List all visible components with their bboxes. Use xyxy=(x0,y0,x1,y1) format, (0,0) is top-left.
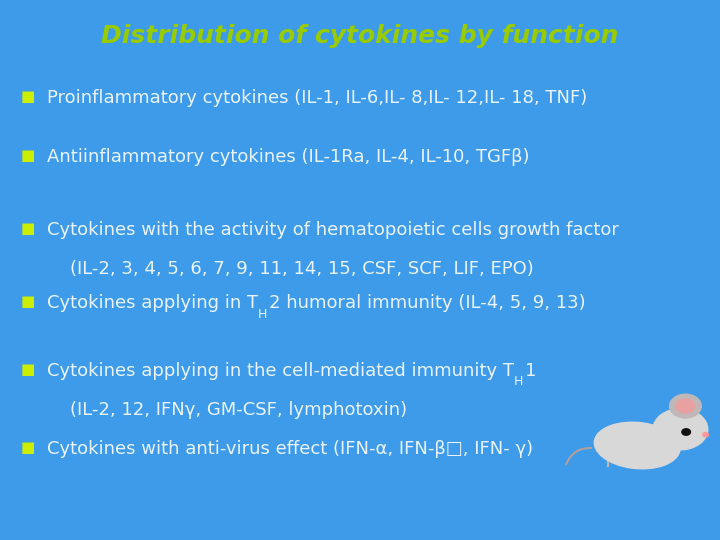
Ellipse shape xyxy=(594,422,680,469)
Text: 2 humoral immunity (IL-4, 5, 9, 13): 2 humoral immunity (IL-4, 5, 9, 13) xyxy=(269,294,585,312)
Text: ■: ■ xyxy=(20,362,35,377)
Text: (IL-2, 3, 4, 5, 6, 7, 9, 11, 14, 15, CSF, SCF, LIF, EPO): (IL-2, 3, 4, 5, 6, 7, 9, 11, 14, 15, CSF… xyxy=(47,260,534,278)
Circle shape xyxy=(682,429,690,435)
Text: (IL-2, 12, IFNγ, GM-CSF, lymphotoxin): (IL-2, 12, IFNγ, GM-CSF, lymphotoxin) xyxy=(47,401,407,418)
Circle shape xyxy=(670,394,701,418)
Circle shape xyxy=(703,433,708,437)
Text: ■: ■ xyxy=(20,294,35,309)
Text: H: H xyxy=(258,308,267,321)
Text: Proinflammatory cytokines (IL-1, IL-6,IL- 8,IL- 12,IL- 18, TNF): Proinflammatory cytokines (IL-1, IL-6,IL… xyxy=(47,89,587,107)
Text: 1: 1 xyxy=(525,362,536,380)
Text: Cytokines applying in T: Cytokines applying in T xyxy=(47,294,258,312)
Text: H: H xyxy=(514,375,523,388)
Text: Cytokines applying in the cell-mediated immunity T: Cytokines applying in the cell-mediated … xyxy=(47,362,514,380)
Text: Cytokines with anti-virus effect (IFN-α, IFN-β□, IFN- γ): Cytokines with anti-virus effect (IFN-α,… xyxy=(47,440,533,458)
Circle shape xyxy=(676,399,695,413)
Text: Antiinflammatory cytokines (IL-1Ra, IL-4, IL-10, TGFβ): Antiinflammatory cytokines (IL-1Ra, IL-4… xyxy=(47,148,529,166)
Text: ■: ■ xyxy=(20,89,35,104)
Text: ■: ■ xyxy=(20,440,35,455)
Circle shape xyxy=(653,409,708,450)
Text: Distribution of cytokines by function: Distribution of cytokines by function xyxy=(102,24,618,48)
Text: ■: ■ xyxy=(20,148,35,164)
Text: ■: ■ xyxy=(20,221,35,237)
Text: Cytokines with the activity of hematopoietic cells growth factor: Cytokines with the activity of hematopoi… xyxy=(47,221,618,239)
FancyArrowPatch shape xyxy=(566,448,591,464)
